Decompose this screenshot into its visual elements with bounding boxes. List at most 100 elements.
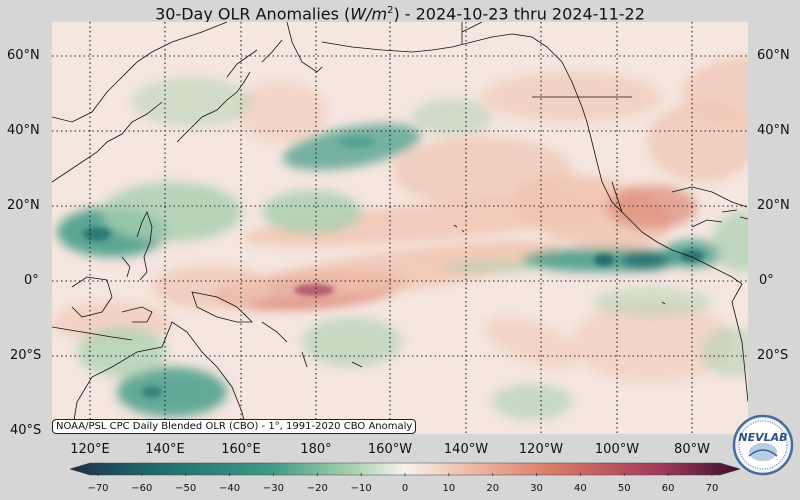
colorbar-tick-label: 40 [574,483,587,494]
colorbar-tick-label: −60 [131,483,153,494]
lon-label-80w: 80°W [674,442,710,457]
negative-anomaly-patch [712,212,748,272]
logo-text: NEVLAB [738,431,787,444]
anomaly-core [294,284,334,296]
negative-anomaly-patch [702,327,748,377]
lat-label-left-60n: 60°N [7,48,40,63]
lon-label-140e: 140°E [145,442,185,457]
coastline [226,49,258,78]
coastline [121,256,131,278]
colorbar-tick-label: 10 [442,483,456,494]
colorbar-bar [70,462,740,476]
lat-label-left-40n: 40°N [7,123,40,138]
map-canvas [52,22,748,434]
coastline [351,361,363,368]
negative-anomaly-patch [442,261,542,273]
colorbar-tick-label: 0 [401,483,409,494]
positive-anomaly-patch [607,185,697,229]
colorbar-tick-label: −50 [175,483,197,494]
coastline [286,22,323,73]
coastline [261,321,288,343]
negative-anomaly-patch [102,182,242,242]
coastline [461,22,483,33]
negative-anomaly-patch [302,317,402,367]
lat-label-right-20n: 20°N [757,198,790,213]
lat-label-left-40s: 40°S [10,423,42,438]
coastline [661,301,666,305]
colorbar [70,462,740,476]
colorbar-tick-label: −30 [262,483,284,494]
lat-label-right-20s: 20°S [757,348,789,363]
coastline [731,283,748,403]
positive-anomaly-patch [484,316,580,368]
colorbar-tick-label: 50 [617,483,631,494]
lon-label-120e: 120°E [70,442,110,457]
coastline [261,39,283,63]
graticule [52,22,748,434]
coastline [71,321,248,434]
lon-label-140w: 140°W [443,442,489,457]
colorbar-tick-label: −20 [306,483,328,494]
lat-label-right-60n: 60°N [757,48,790,63]
coastline [52,101,163,183]
coastline [721,209,748,220]
coastline [191,291,253,323]
coastline [451,33,583,108]
anomaly-field-detail [83,136,704,398]
negative-anomaly-patch [622,250,672,270]
coastline [691,219,723,228]
coastline [611,181,623,213]
data-source-credit: NOAA/PSL CPC Daily Blended OLR (CBO) - 1… [52,419,417,434]
lat-label-right-40n: 40°N [757,123,790,138]
lat-label-left-20n: 20°N [7,198,40,213]
coastline [671,186,748,208]
title-unit-exponent: 2 [387,5,394,16]
colorbar-tick-label: 70 [705,483,719,494]
colorbar-tick-label: 30 [530,483,543,494]
lon-label-160e: 160°E [221,442,261,457]
coastline [52,326,133,341]
nevlab-globe-logo: NEVLAB [732,414,794,476]
lon-label-180: 180° [300,442,332,457]
positive-anomaly-patch [237,82,327,142]
positive-anomaly-patch [572,302,732,382]
negative-anomaly-patch [117,367,227,417]
negative-anomaly-patch [492,384,572,420]
lat-label-left-0: 0° [24,273,39,288]
coastline [121,306,153,323]
negative-anomaly-patch [77,327,167,377]
coastline [453,224,465,233]
anomaly-core [83,227,111,241]
positive-anomaly-patch [682,57,748,127]
lon-label-160w: 160°W [367,442,413,457]
anomaly-field [52,57,748,420]
lon-label-120w: 120°W [518,442,564,457]
colorbar-tick-label: 60 [661,483,675,494]
anomaly-core [339,136,375,148]
lat-label-left-20s: 20°S [10,348,42,363]
negative-anomaly-patch [262,190,362,234]
negative-anomaly-patch [592,287,712,317]
coastline [136,210,153,281]
colorbar-tick-label: −10 [350,483,372,494]
colorbar-tick-label: −40 [219,483,241,494]
coastline [71,276,113,318]
title-unit: W/m [350,4,388,24]
lat-label-right-0: 0° [759,273,774,288]
chart-title: 30-Day OLR Anomalies (W/m2) - 2024-10-23… [155,4,645,24]
coastline [581,106,743,285]
colorbar-tick-label: 20 [486,483,500,494]
olr-anomaly-map [52,22,748,434]
coastline [301,351,308,368]
positive-anomaly-patch [152,265,272,309]
lon-label-100w: 100°W [594,442,640,457]
coastline [52,22,228,123]
colorbar-tick-label: −70 [87,483,109,494]
coastline [321,41,453,53]
coastline [176,71,251,143]
anomaly-core [142,386,162,398]
negative-anomaly-patch [132,77,252,127]
coastlines [52,22,748,434]
negative-anomaly-patch [412,99,492,135]
anomaly-core [594,254,614,266]
